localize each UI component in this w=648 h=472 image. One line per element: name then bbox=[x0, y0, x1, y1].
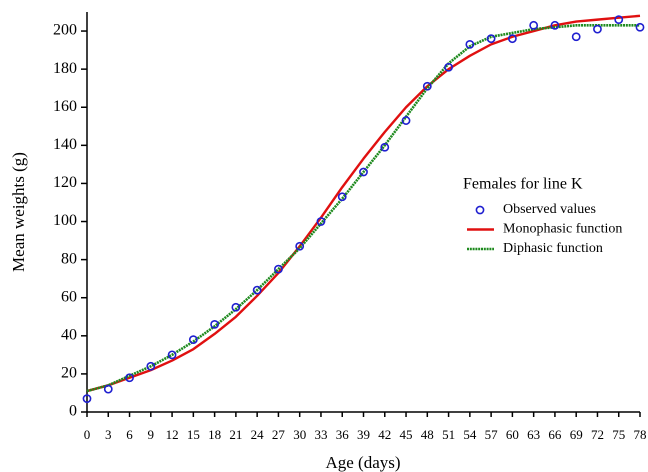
data-point bbox=[635, 22, 645, 32]
data-point bbox=[380, 142, 390, 152]
x-tick-label: 12 bbox=[166, 427, 179, 442]
y-axis-title: Mean weights (g) bbox=[9, 152, 28, 272]
x-tick-label: 30 bbox=[293, 427, 306, 442]
x-tick-label: 36 bbox=[336, 427, 350, 442]
data-point bbox=[507, 34, 517, 44]
x-tick-label: 21 bbox=[229, 427, 242, 442]
y-tick-label: 200 bbox=[53, 22, 77, 39]
data-point bbox=[359, 167, 368, 177]
data-point bbox=[593, 24, 602, 34]
x-tick-label: 0 bbox=[84, 427, 91, 442]
data-point bbox=[125, 373, 134, 383]
x-tick-label: 45 bbox=[400, 427, 413, 442]
x-tick-label: 66 bbox=[548, 427, 562, 442]
x-tick-label: 3 bbox=[105, 427, 112, 442]
data-point bbox=[316, 217, 326, 226]
y-tick-label: 120 bbox=[53, 174, 77, 191]
legend-label: Observed values bbox=[503, 202, 596, 217]
y-tick-label: 180 bbox=[53, 60, 77, 77]
legend-title: Females for line K bbox=[463, 176, 583, 193]
data-point bbox=[401, 116, 411, 125]
data-point bbox=[422, 81, 432, 91]
data-point bbox=[252, 285, 262, 295]
data-point bbox=[465, 39, 475, 49]
data-point bbox=[444, 62, 453, 72]
data-point bbox=[82, 394, 92, 404]
x-tick-label: 72 bbox=[591, 427, 604, 442]
x-tick-label: 42 bbox=[378, 427, 391, 442]
data-point bbox=[295, 241, 305, 251]
data-point bbox=[210, 319, 220, 329]
y-tick-label: 140 bbox=[53, 136, 77, 153]
x-tick-label: 69 bbox=[570, 427, 583, 442]
y-tick-label: 160 bbox=[53, 98, 77, 115]
x-tick-label: 15 bbox=[187, 427, 200, 442]
x-tick-label: 78 bbox=[634, 427, 647, 442]
data-point bbox=[337, 192, 347, 202]
legend-label: Diphasic function bbox=[503, 241, 603, 256]
data-point bbox=[167, 350, 177, 360]
data-point bbox=[550, 20, 560, 30]
x-tick-label: 18 bbox=[208, 427, 221, 442]
x-tick-label: 63 bbox=[527, 427, 540, 442]
x-tick-label: 60 bbox=[506, 427, 519, 442]
series-line bbox=[86, 24, 640, 393]
x-tick-label: 9 bbox=[148, 427, 155, 442]
legend-marker bbox=[475, 205, 485, 215]
x-tick-label: 75 bbox=[612, 427, 625, 442]
x-axis-title: Age (days) bbox=[325, 453, 400, 472]
data-point bbox=[529, 20, 539, 30]
data-point bbox=[188, 335, 198, 345]
x-tick-label: 39 bbox=[357, 427, 370, 442]
x-tick-label: 24 bbox=[251, 427, 265, 442]
data-point bbox=[103, 384, 113, 394]
data-point bbox=[486, 34, 496, 44]
x-tick-label: 54 bbox=[463, 427, 477, 442]
data-point bbox=[571, 32, 581, 42]
x-tick-label: 57 bbox=[485, 427, 499, 442]
x-tick-label: 27 bbox=[272, 427, 286, 442]
legend-label: Monophasic function bbox=[503, 222, 622, 237]
x-tick-label: 51 bbox=[442, 427, 455, 442]
x-tick-label: 33 bbox=[314, 427, 327, 442]
y-tick-label: 60 bbox=[61, 288, 77, 305]
data-point bbox=[146, 361, 156, 371]
y-tick-label: 20 bbox=[61, 365, 77, 382]
x-tick-label: 6 bbox=[126, 427, 133, 442]
y-tick-label: 40 bbox=[61, 326, 77, 343]
y-tick-label: 80 bbox=[61, 250, 77, 267]
y-tick-label: 100 bbox=[53, 212, 77, 229]
data-point bbox=[231, 302, 241, 312]
data-point bbox=[614, 15, 624, 25]
y-tick-label: 0 bbox=[69, 403, 77, 420]
x-tick-label: 48 bbox=[421, 427, 434, 442]
data-point bbox=[274, 264, 283, 274]
